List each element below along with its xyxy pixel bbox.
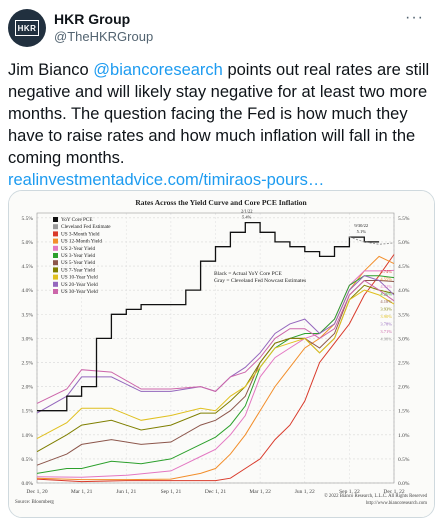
legend-swatch — [53, 281, 58, 287]
x-tick-label: Dec 1, 20 — [26, 489, 47, 495]
legend-swatch — [53, 289, 58, 294]
chart-title: Rates Across the Yield Curve and Core PC… — [135, 198, 307, 207]
legend-swatch — [53, 224, 58, 230]
x-tick-label: Mar 1, 22 — [249, 489, 271, 495]
author-name[interactable]: HKR Group — [54, 11, 131, 27]
x-tick-label: Jun 1, 21 — [116, 489, 136, 495]
author-handle[interactable]: @TheHKRGroup — [54, 29, 154, 44]
series-line — [36, 289, 395, 440]
right-value-label: 4.18% — [380, 299, 392, 304]
y-tick-label: 0.5% — [22, 457, 34, 463]
legend-swatch — [53, 274, 58, 280]
y-tick-label-right: 3.5% — [398, 312, 410, 318]
x-tick-label: Dec 1, 22 — [383, 489, 404, 495]
legend-label: US 12-Month Yield — [61, 239, 102, 245]
hkr-logo: HKR — [15, 20, 39, 36]
x-tick-label: Sep 1, 22 — [339, 489, 360, 495]
legend-label: US 3-Month Yield — [61, 231, 100, 237]
right-value-label: 3.71% — [380, 329, 392, 334]
right-value-label: 3.78% — [380, 322, 392, 327]
legend-label: YoY Core PCE — [61, 217, 93, 223]
series-line — [36, 255, 395, 481]
x-tick-label: Sep 1, 21 — [161, 489, 182, 495]
y-tick-label: 4.5% — [22, 264, 34, 270]
chart-note: Black = Actual YoY Core PCE — [214, 271, 282, 277]
right-value-label: 4.74% — [380, 269, 392, 274]
chart-note: Gray = Cleveland Fed Nowcast Estimates — [214, 278, 306, 284]
y-tick-label: 3.0% — [22, 336, 34, 342]
x-tick-label: Mar 1, 21 — [71, 489, 93, 495]
right-value-label: 4.55% — [380, 277, 392, 282]
legend-label: US 10-Year Yield — [61, 275, 98, 281]
right-value-label: 3.90% — [380, 314, 392, 319]
legend-label: US 3-Year Yield — [61, 253, 96, 259]
annotation-value: 5.1% — [357, 229, 367, 234]
legend-swatch — [53, 260, 58, 266]
y-tick-label: 5.5% — [22, 216, 34, 222]
y-tick-label-right: 5.0% — [398, 240, 410, 246]
legend-label: US 5-Year Yield — [61, 260, 96, 266]
tweet-body: points out real rates are still negative… — [8, 61, 430, 167]
legend-swatch — [53, 253, 58, 258]
y-tick-label-right: 0.0% — [398, 481, 410, 487]
y-tick-label-right: 1.5% — [398, 409, 410, 415]
y-tick-label: 3.5% — [22, 312, 34, 318]
legend-label: US 7-Year Yield — [61, 267, 96, 273]
y-tick-label-right: 2.5% — [398, 360, 410, 366]
x-tick-label: Jun 1, 22 — [295, 489, 315, 495]
mention-link[interactable]: @biancoresearch — [93, 61, 223, 79]
annotation-date: 2/1/22 — [241, 209, 253, 214]
annotation-date: 9/30/22 — [354, 223, 368, 228]
chart-website: http://www.biancoresearch.com — [366, 501, 427, 506]
y-tick-label: 5.0% — [22, 240, 34, 246]
legend-label: Cleveland Fed Estimate — [61, 224, 111, 230]
legend-label: US 2-Year Yield — [61, 246, 96, 252]
y-tick-label-right: 2.0% — [398, 385, 410, 391]
article-link[interactable]: realinvestmentadvice.com/timiraos-pours… — [8, 171, 325, 189]
chart-source: Source: Bloomberg — [15, 500, 54, 505]
series-line — [36, 279, 395, 404]
series-line — [36, 275, 395, 414]
y-tick-label-right: 0.5% — [398, 457, 410, 463]
chart: Rates Across the Yield Curve and Core PC… — [9, 191, 434, 517]
chart-copyright: © 2022 Bianco Research, L.L.C. All Right… — [324, 493, 427, 499]
y-tick-label: 0.0% — [22, 481, 34, 487]
more-options-icon[interactable]: ··· — [405, 9, 424, 26]
y-tick-label-right: 4.5% — [398, 264, 410, 270]
y-tick-label: 2.5% — [22, 360, 34, 366]
tweet-text: Jim Bianco @biancoresearch points out re… — [8, 59, 433, 191]
right-value-label: 3.93% — [380, 307, 392, 312]
legend-swatch — [53, 231, 58, 237]
series-line-core-pce — [37, 221, 380, 412]
right-value-label: 4.41% — [380, 284, 392, 289]
y-tick-label: 2.0% — [22, 385, 34, 391]
y-tick-label: 4.0% — [22, 288, 34, 294]
legend-swatch — [53, 217, 58, 222]
legend-label: US 30-Year Yield — [61, 289, 98, 295]
y-tick-label-right: 3.0% — [398, 336, 410, 342]
y-tick-label: 1.5% — [22, 409, 34, 415]
legend-swatch — [53, 238, 58, 244]
y-tick-label-right: 4.0% — [398, 288, 410, 294]
y-tick-label-right: 1.0% — [398, 433, 410, 439]
series-line — [36, 275, 395, 474]
avatar[interactable]: HKR — [8, 9, 46, 47]
series-line — [349, 236, 395, 245]
y-tick-label: 1.0% — [22, 433, 34, 439]
annotation-value: 5.4% — [242, 215, 252, 220]
plot-frame — [36, 212, 395, 484]
series-line — [36, 254, 395, 483]
media-card[interactable]: Rates Across the Yield Curve and Core PC… — [8, 190, 435, 518]
legend-swatch — [53, 267, 58, 273]
legend-label: US 20-Year Yield — [61, 282, 98, 288]
x-tick-label: Dec 1, 21 — [205, 489, 226, 495]
right-value-label: 4.98% — [380, 337, 392, 342]
y-tick-label-right: 5.5% — [398, 216, 410, 222]
legend-swatch — [53, 245, 58, 251]
right-value-label: 4.26% — [380, 292, 392, 297]
tweet-prefix: Jim Bianco — [8, 61, 94, 79]
